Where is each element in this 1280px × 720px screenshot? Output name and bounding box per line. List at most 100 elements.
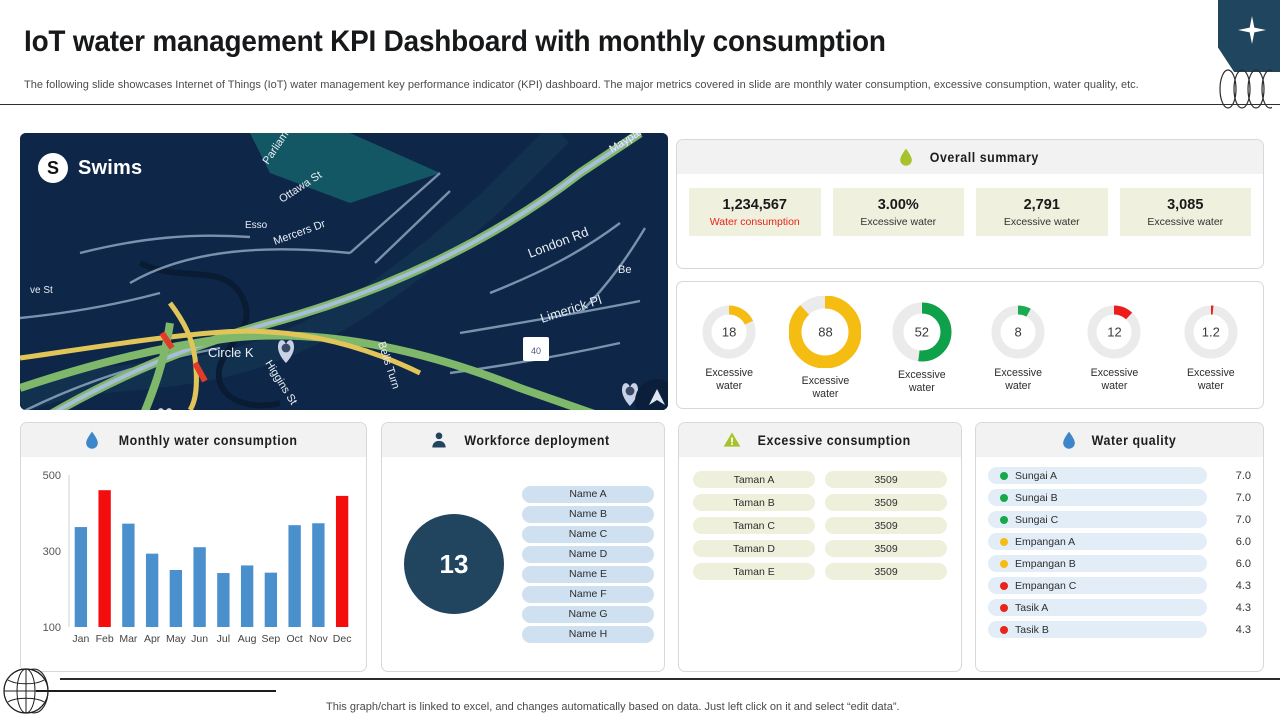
status-dot-icon <box>1000 603 1008 612</box>
water-quality-row[interactable]: Empangan A 6.0 <box>988 533 1251 550</box>
gauge-caption: Excessive water <box>1090 366 1139 392</box>
water-quality-name-pill[interactable]: Empangan B <box>988 555 1207 572</box>
workforce-name-pill[interactable]: Name C <box>522 525 654 543</box>
svg-text:Be: Be <box>618 264 631 276</box>
summary-tile: 3.00% Excessive water <box>832 188 964 236</box>
bar[interactable] <box>169 570 183 627</box>
bar[interactable] <box>74 527 88 627</box>
water-quality-row[interactable]: Sungai C 7.0 <box>988 511 1251 528</box>
gauge-value: 12 <box>1107 324 1122 339</box>
water-quality-row[interactable]: Tasik B 4.3 <box>988 621 1251 638</box>
bar[interactable] <box>312 523 325 627</box>
water-quality-name-pill[interactable]: Tasik B <box>988 621 1207 638</box>
footer-accent-line <box>36 690 276 692</box>
bar[interactable] <box>264 572 278 627</box>
excessive-name-pill[interactable]: Taman D <box>693 540 815 557</box>
water-quality-value: 4.3 <box>1235 579 1251 592</box>
water-quality-row[interactable]: Empangan B 6.0 <box>988 555 1251 572</box>
workforce-name-pill[interactable]: Name E <box>522 565 654 583</box>
water-quality-name-pill[interactable]: Sungai A <box>988 467 1207 484</box>
excessive-value-pill[interactable]: 3509 <box>825 540 947 557</box>
monthly-consumption-title: Monthly water consumption <box>118 432 298 448</box>
gauge-donut-icon <box>788 295 862 368</box>
bar[interactable] <box>122 523 135 627</box>
excessive-name-pill[interactable]: Taman E <box>693 563 815 580</box>
workforce-name-pill[interactable]: Name B <box>522 505 654 523</box>
workforce-name-pill[interactable]: Name H <box>522 625 654 643</box>
y-axis-tick-label: 300 <box>43 546 61 558</box>
overall-summary-header: Overall summary <box>677 140 1263 174</box>
workforce-name-pill[interactable]: Name F <box>522 585 654 603</box>
excessive-value-pill[interactable]: 3509 <box>825 494 947 511</box>
gauge-value: 52 <box>914 324 930 339</box>
gauge-donut-icon <box>1184 305 1238 358</box>
header-divider <box>0 104 1280 105</box>
x-axis-tick-label: Mar <box>119 633 138 645</box>
summary-tile-value: 3.00% <box>877 196 919 213</box>
summary-tile-label: Excessive water <box>1003 215 1080 228</box>
x-axis-tick-label: Nov <box>309 633 328 645</box>
water-quality-row[interactable]: Tasik A 4.3 <box>988 599 1251 616</box>
gauge-value: 8 <box>1014 324 1022 339</box>
bar[interactable] <box>217 573 230 627</box>
gauge-caption: Excessive water <box>897 368 946 394</box>
x-axis-tick-label: Jun <box>191 633 208 645</box>
water-drop-icon <box>1063 431 1075 449</box>
bar[interactable] <box>240 565 254 627</box>
water-quality-name-pill[interactable]: Tasik A <box>988 599 1207 616</box>
gauge-value: 1.2 <box>1201 324 1220 339</box>
overall-summary-title: Overall summary <box>929 149 1040 165</box>
workforce-panel: Workforce deployment 13 Name A Name B Name… <box>381 422 665 672</box>
svg-text:40: 40 <box>531 346 541 356</box>
water-quality-row[interactable]: Sungai B 7.0 <box>988 489 1251 506</box>
water-quality-panel: Water quality Sungai A 7.0 Sungai B 7.0 Sung… <box>975 422 1264 672</box>
bar[interactable] <box>145 553 159 627</box>
water-quality-name: Sungai B <box>1015 491 1058 504</box>
gauge-caption: Excessive water <box>801 374 850 400</box>
workforce-name-pill[interactable]: Name G <box>522 605 654 623</box>
gauge-donut-icon <box>991 305 1045 358</box>
gauge-cell: 1.2 Excessive water <box>1163 304 1259 393</box>
excessive-value-column: 3509 3509 3509 3509 3509 <box>825 471 947 671</box>
excessive-name-column: Taman A Taman B Taman C Taman D Taman E <box>693 471 815 671</box>
overall-summary-panel: Overall summary 1,234,567 Water consumpt… <box>676 139 1264 269</box>
summary-tile-label: Water consumption <box>709 215 800 228</box>
excessive-name-pill[interactable]: Taman C <box>693 517 815 534</box>
water-quality-name-pill[interactable]: Empangan A <box>988 533 1207 550</box>
bar[interactable] <box>335 495 349 627</box>
excessive-name-pill[interactable]: Taman A <box>693 471 815 488</box>
person-icon <box>432 432 447 448</box>
water-quality-row[interactable]: Sungai A 7.0 <box>988 467 1251 484</box>
four-point-star-icon <box>1238 16 1266 44</box>
water-quality-value: 7.0 <box>1235 491 1251 504</box>
excessive-name-pill[interactable]: Taman B <box>693 494 815 511</box>
water-quality-row[interactable]: Empangan C 4.3 <box>988 577 1251 594</box>
excessive-consumption-header: Excessive consumption <box>679 423 961 457</box>
water-quality-name: Empangan A <box>1015 535 1076 548</box>
excessive-consumption-panel: Excessive consumption Taman A Taman B Tama… <box>678 422 962 672</box>
excessive-value-pill[interactable]: 3509 <box>825 471 947 488</box>
corner-tab <box>1218 0 1280 72</box>
map-canvas: Parliament St Ottawa St Mercers Dr Maypa… <box>20 133 668 410</box>
water-quality-name-pill[interactable]: Sungai C <box>988 511 1207 528</box>
map-badge-label: Swims <box>78 156 143 179</box>
bar[interactable] <box>98 490 111 627</box>
excessive-consumption-body: Taman A Taman B Taman C Taman D Taman E 3509… <box>679 457 961 671</box>
water-quality-name-pill[interactable]: Sungai B <box>988 489 1207 506</box>
water-quality-name-pill[interactable]: Empangan C <box>988 577 1207 594</box>
workforce-title: Workforce deployment <box>464 432 611 448</box>
excessive-value-pill[interactable]: 3509 <box>825 563 947 580</box>
bar[interactable] <box>193 547 206 627</box>
status-dot-icon <box>1000 493 1008 502</box>
water-quality-name: Empangan C <box>1015 579 1077 592</box>
excessive-value-pill[interactable]: 3509 <box>825 517 947 534</box>
workforce-name-pill[interactable]: Name A <box>522 485 654 503</box>
workforce-header: Workforce deployment <box>382 423 664 457</box>
bar[interactable] <box>288 525 301 627</box>
svg-text:ve St: ve St <box>30 285 53 296</box>
workforce-name-pill[interactable]: Name D <box>522 545 654 563</box>
svg-text:Esso: Esso <box>245 220 268 231</box>
x-axis-tick-label: Aug <box>238 633 257 645</box>
map-card[interactable]: Parliament St Ottawa St Mercers Dr Maypa… <box>20 133 668 410</box>
monthly-consumption-chart[interactable]: 100 300 500 Jan Feb Mar Apr May Jun Jul Aug Sep Oct N… <box>21 457 366 671</box>
